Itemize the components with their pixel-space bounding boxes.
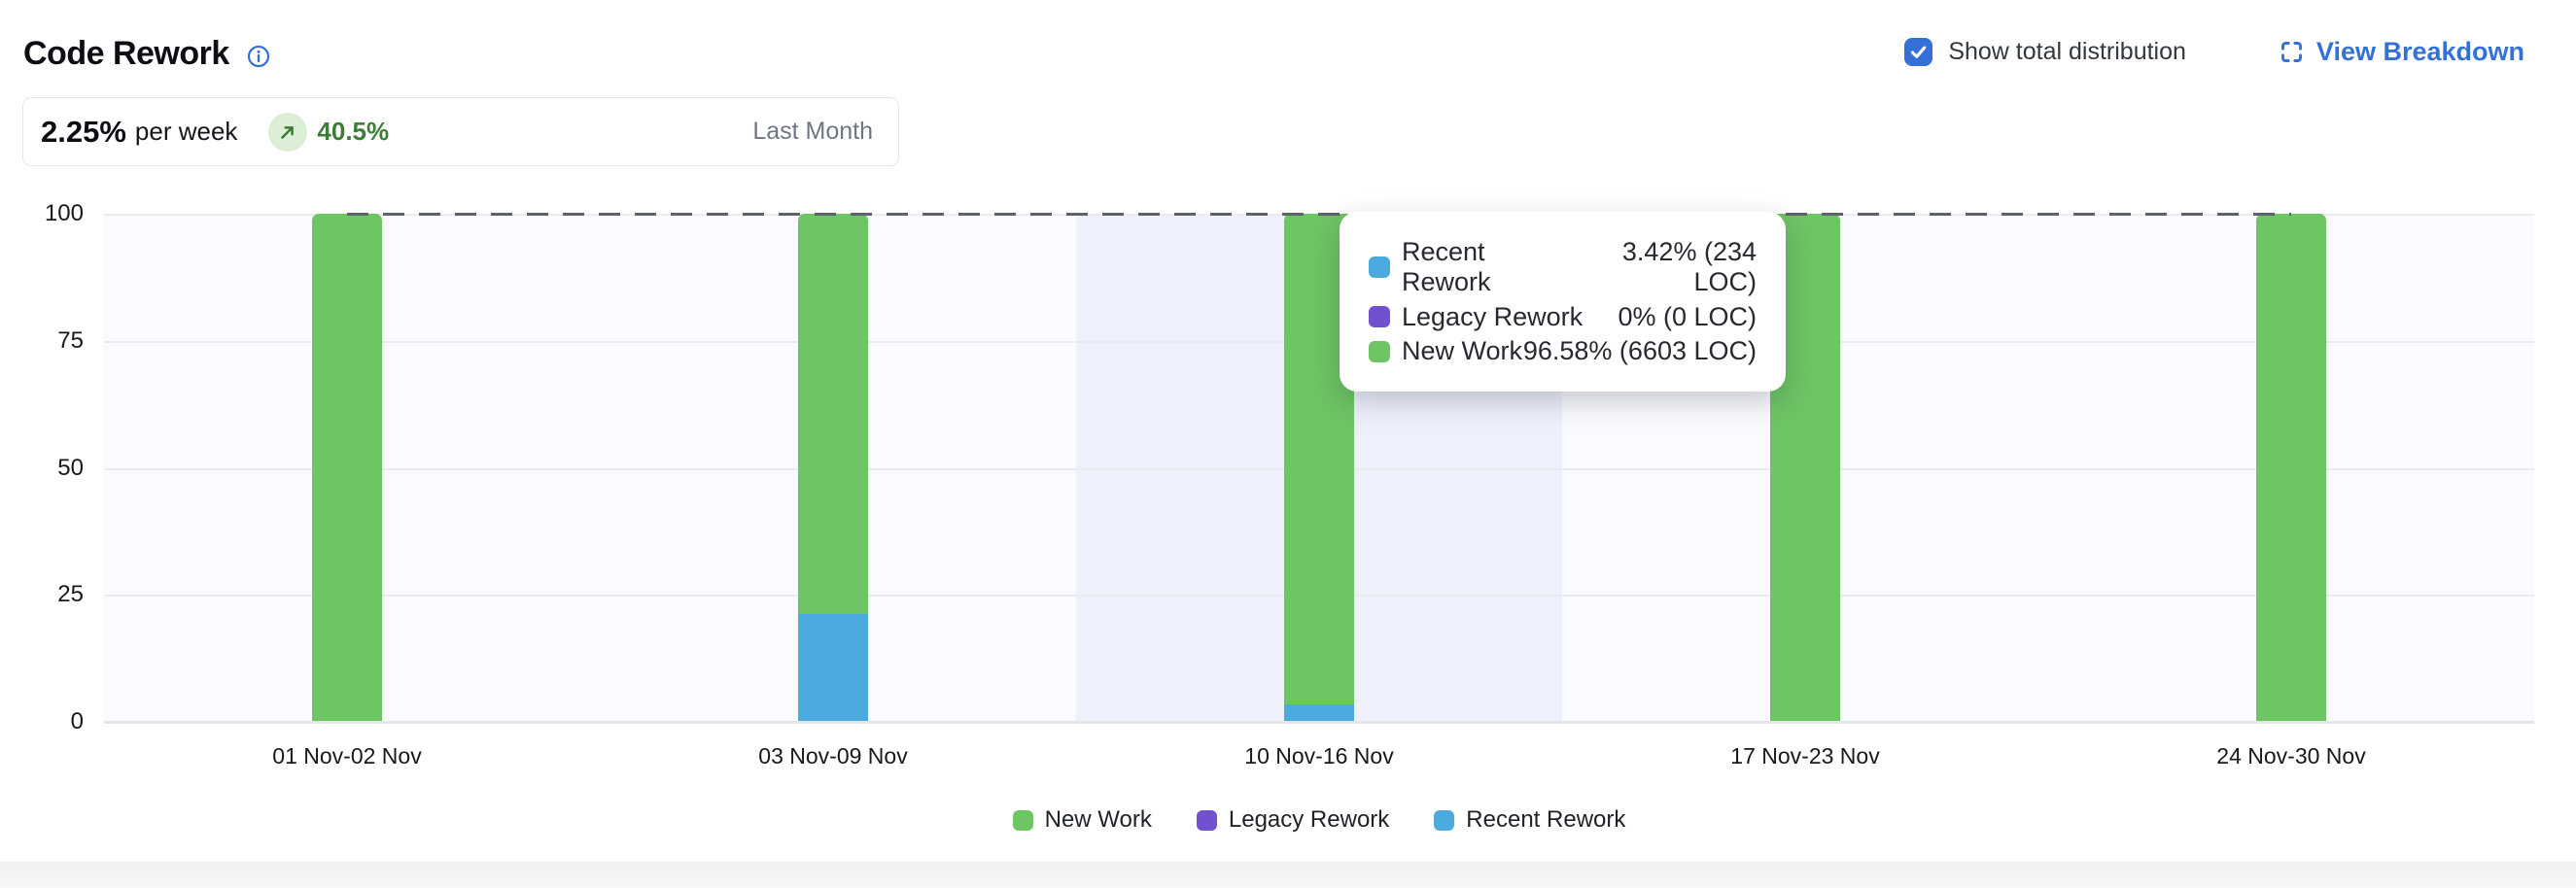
trend-change-value: 40.5% <box>317 117 390 146</box>
tooltip-series-label: Legacy Rework <box>1402 301 1584 331</box>
bottom-divider <box>0 862 2576 888</box>
bar-03-nov-09-nov[interactable] <box>798 214 868 722</box>
tooltip-series-value: 0% (0 LOC) <box>1618 301 1757 331</box>
chart-tooltip: Recent Rework 3.42% (234 LOC) Legacy Rewor… <box>1340 212 1786 392</box>
view-breakdown-button[interactable]: View Breakdown <box>2279 37 2524 67</box>
stat-period: Last Month <box>752 118 873 145</box>
new-work-segment <box>798 214 868 615</box>
tooltip-series-label: Recent Rework <box>1402 237 1491 296</box>
series-swatch-icon <box>1369 256 1390 278</box>
y-tick-label: 50 <box>57 454 84 481</box>
recent-rework-segment <box>1284 704 1354 722</box>
show-total-distribution-checkbox[interactable]: Show total distribution <box>1904 38 2186 66</box>
bar-01-nov-02-nov[interactable] <box>312 214 382 722</box>
tooltip-series-value: 3.42% (234 LOC) <box>1621 237 1757 296</box>
series-swatch-icon <box>1369 340 1390 362</box>
y-tick-label: 25 <box>57 581 84 608</box>
chart-plot-area <box>104 213 2534 724</box>
recent-rework-segment <box>798 614 868 722</box>
legend-label: Recent Rework <box>1466 806 1626 833</box>
legend-item-recent-rework[interactable]: Recent Rework <box>1434 806 1625 834</box>
legend-swatch-icon <box>1012 809 1033 831</box>
tooltip-row: Legacy Rework 0% (0 LOC) <box>1369 302 1757 332</box>
trend-up-icon <box>268 112 308 152</box>
new-work-segment <box>312 214 382 722</box>
tooltip-series-label: New Work <box>1402 336 1523 365</box>
tooltip-row: Recent Rework 3.42% (234 LOC) <box>1369 237 1757 297</box>
legend-swatch-icon <box>1196 809 1217 831</box>
y-axis: 0 25 50 75 100 <box>0 200 84 734</box>
panel-header: Code Rework <box>23 35 270 73</box>
tooltip-row: New Work 96.58% (6603 LOC) <box>1369 336 1757 366</box>
x-axis-line <box>104 721 2534 724</box>
legend-item-legacy-rework[interactable]: Legacy Rework <box>1196 806 1390 834</box>
tooltip-series-value: 96.58% (6603 LOC) <box>1522 336 1757 365</box>
stat-value: 2.25% <box>41 114 126 149</box>
total-distribution-line <box>347 213 2291 216</box>
x-tick-label: 24 Nov-30 Nov <box>2216 743 2366 768</box>
expand-icon <box>2279 39 2305 65</box>
chart-legend: New Work Legacy Rework Recent Rework <box>104 806 2534 834</box>
y-tick-label: 75 <box>57 326 84 354</box>
bar-24-nov-30-nov[interactable] <box>2256 214 2326 722</box>
legend-label: Legacy Rework <box>1228 806 1390 833</box>
legend-swatch-icon <box>1434 809 1455 831</box>
legend-label: New Work <box>1044 806 1152 833</box>
y-tick-label: 100 <box>44 200 84 226</box>
x-tick-label: 03 Nov-09 Nov <box>758 743 908 768</box>
info-icon[interactable] <box>247 45 270 68</box>
checkbox-label: Show total distribution <box>1948 38 2186 65</box>
x-tick-label: 17 Nov-23 Nov <box>1730 743 1880 768</box>
x-axis: 01 Nov-02 Nov 03 Nov-09 Nov 10 Nov-16 Nov 1… <box>104 743 2534 772</box>
y-tick-label: 0 <box>70 708 84 734</box>
x-tick-label: 10 Nov-16 Nov <box>1244 743 1394 768</box>
stat-unit: per week <box>134 117 238 146</box>
series-swatch-icon <box>1369 306 1390 327</box>
page-title: Code Rework <box>23 35 229 72</box>
stat-card: 2.25% per week 40.5% Last Month <box>22 97 899 166</box>
x-tick-label: 01 Nov-02 Nov <box>272 743 422 768</box>
chart-controls: Show total distribution View Breakdown <box>1904 37 2524 67</box>
new-work-segment <box>2256 214 2326 722</box>
view-breakdown-label: View Breakdown <box>2315 37 2524 66</box>
legend-item-new-work[interactable]: New Work <box>1012 806 1152 834</box>
checkbox-check-icon <box>1904 38 1933 66</box>
